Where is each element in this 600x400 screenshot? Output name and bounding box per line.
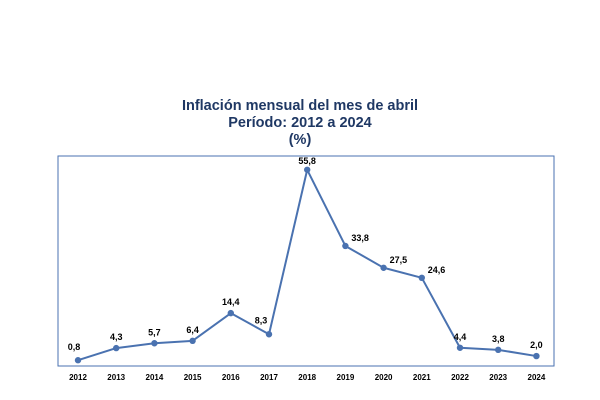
x-tick-label-2016: 2016 bbox=[222, 373, 240, 382]
data-point-2023 bbox=[495, 346, 502, 354]
data-point-2018 bbox=[304, 166, 311, 173]
chart-title-line-2: Período: 2012 a 2024 bbox=[228, 115, 372, 131]
data-label-2016: 14,4 bbox=[222, 297, 240, 307]
data-label-2017: 8,3 bbox=[255, 315, 268, 325]
data-point-2021 bbox=[418, 274, 425, 282]
data-point-2012 bbox=[74, 357, 82, 364]
data-label-2023: 3,8 bbox=[492, 334, 505, 344]
series-line bbox=[77, 168, 537, 362]
data-point-2024 bbox=[533, 352, 540, 360]
data-point-2015 bbox=[189, 337, 196, 345]
x-tick-label-2012: 2012 bbox=[69, 373, 87, 382]
data-point-2016 bbox=[227, 309, 234, 317]
data-label-2019: 33,8 bbox=[351, 233, 369, 243]
x-tick-label-2020: 2020 bbox=[375, 373, 393, 382]
data-label-2014: 5,7 bbox=[148, 327, 161, 337]
data-label-2024: 2,0 bbox=[530, 340, 543, 350]
chart-title-line-3: (%) bbox=[288, 132, 312, 148]
chart-title: Inflación mensual del mes de abril Perío… bbox=[0, 98, 600, 149]
data-point-2013 bbox=[113, 344, 120, 352]
data-point-2020 bbox=[380, 264, 387, 271]
chart-title-line-1: Inflación mensual del mes de abril bbox=[181, 98, 419, 114]
x-tick-label-2024: 2024 bbox=[528, 373, 546, 382]
x-tick-label-2019: 2019 bbox=[337, 373, 355, 382]
data-point-2014 bbox=[151, 340, 158, 347]
x-tick-label-2023: 2023 bbox=[489, 373, 507, 382]
data-label-2020: 27,5 bbox=[390, 255, 408, 265]
x-tick-label-2013: 2013 bbox=[107, 373, 125, 382]
data-label-2021: 24,6 bbox=[428, 265, 446, 275]
series-markers bbox=[74, 166, 540, 364]
data-label-2013: 4,3 bbox=[110, 332, 123, 342]
x-tick-labels: 2012 2013 2014 2015 2016 2017 2018 2019 2020 2021… bbox=[69, 373, 546, 382]
data-point-2017 bbox=[265, 331, 273, 338]
data-label-2022: 4,4 bbox=[454, 332, 467, 342]
x-tick-label-2018: 2018 bbox=[298, 373, 316, 382]
data-label-2015: 6,4 bbox=[186, 325, 199, 335]
x-tick-label-2017: 2017 bbox=[260, 373, 278, 382]
data-point-2019 bbox=[342, 242, 349, 250]
data-label-2018: 55,8 bbox=[298, 156, 316, 166]
data-point-2022 bbox=[456, 344, 464, 351]
x-tick-label-2022: 2022 bbox=[451, 373, 469, 382]
plot-frame bbox=[57, 155, 555, 367]
data-labels: 0,8 4,3 5,7 6,4 14,4 8,3 55,8 33,8 27,5 24,6 4,4 3,… bbox=[68, 156, 543, 352]
x-tick-label-2021: 2021 bbox=[413, 373, 431, 382]
x-tick-label-2014: 2014 bbox=[146, 373, 164, 382]
x-tick-label-2015: 2015 bbox=[184, 373, 202, 382]
data-label-2012: 0,8 bbox=[68, 342, 81, 352]
